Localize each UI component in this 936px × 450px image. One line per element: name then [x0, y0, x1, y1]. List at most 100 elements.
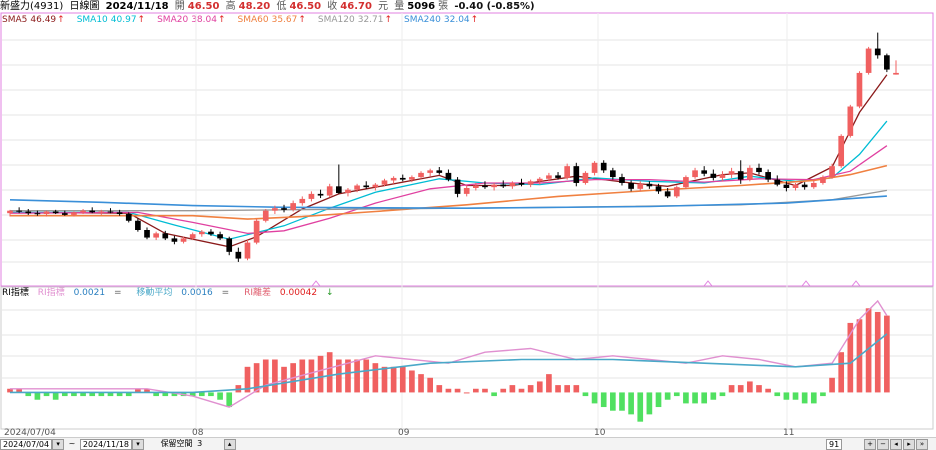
ri-histogram-bar: [710, 392, 717, 400]
zoom-out-icon[interactable]: −: [877, 439, 889, 450]
ri-histogram-bar: [244, 366, 251, 393]
candle-body: [107, 211, 114, 213]
candle-body: [801, 184, 808, 188]
ri-histogram-bar: [683, 392, 689, 404]
candle-body: [573, 166, 580, 183]
range-to-field[interactable]: 2024/11/18: [79, 439, 133, 450]
candle-body: [326, 186, 333, 196]
candle-body: [582, 172, 589, 183]
ri-histogram-bar: [500, 388, 507, 393]
ri-histogram-bar: [820, 392, 826, 397]
ri-histogram-bar: [372, 363, 379, 393]
ri-histogram-bar: [600, 392, 607, 408]
candle-body: [673, 187, 680, 197]
candle-body: [747, 167, 753, 180]
volume-label: 量: [394, 1, 405, 12]
candle-body: [865, 48, 872, 73]
sma5-line: [9, 74, 888, 248]
chart-canvas[interactable]: 2024/07/04 08 09 10 11: [0, 0, 936, 437]
candle-body: [655, 186, 662, 192]
ri-histogram-bar: [116, 392, 123, 397]
legend-sma10: SMA10 40.97↑: [76, 15, 146, 25]
low-label: 低: [276, 1, 287, 12]
candle-body: [418, 172, 424, 178]
candle-body: [308, 193, 315, 199]
ri-histogram-bar: [491, 392, 497, 397]
stock-name: 新盛力(4931): [0, 1, 64, 12]
candle-body: [445, 172, 452, 180]
ri-histogram-bar: [89, 392, 96, 397]
spin-icon[interactable]: ▴: [223, 439, 236, 450]
candle-body: [171, 238, 178, 242]
ri-histogram-bar: [591, 392, 598, 404]
scroll-right-icon[interactable]: ▸: [903, 439, 915, 450]
ri-histogram-bar: [847, 322, 854, 393]
candle-body: [838, 135, 845, 167]
legend-sma5: SMA5 46.49↑: [2, 15, 65, 25]
zoom-in-icon[interactable]: +: [864, 439, 876, 450]
ri-histogram-bar: [865, 308, 872, 393]
candle-body: [701, 170, 708, 174]
candle-body: [884, 55, 890, 70]
ri-histogram-bar: [7, 388, 13, 393]
ri-histogram-bar: [701, 392, 708, 404]
scroll-end-icon[interactable]: »: [916, 439, 928, 450]
bar-count: 91: [826, 439, 843, 450]
candle-body: [536, 178, 543, 182]
ri-histogram-bar: [317, 355, 324, 393]
candle-body: [52, 211, 59, 214]
ri-histogram-bar: [125, 392, 132, 397]
candle-body: [737, 171, 744, 180]
candle-body: [262, 210, 269, 221]
candle-body: [253, 220, 260, 243]
date-picker-icon[interactable]: ▾: [132, 439, 145, 450]
ri-histogram-bar: [874, 311, 881, 393]
candle-body: [664, 191, 671, 197]
ri-histogram-bar: [518, 388, 525, 393]
candle-body: [454, 179, 461, 194]
high-value: 48.20: [238, 1, 271, 12]
ri-histogram-bar: [80, 392, 86, 397]
ri-histogram-bar: [509, 385, 516, 393]
ri-histogram-bar: [217, 392, 223, 400]
candle-body: [847, 106, 854, 136]
ri-histogram-bar: [34, 392, 41, 400]
ri-histogram-bar: [619, 392, 625, 411]
ri-histogram-bar: [473, 388, 479, 393]
quote-date: 2024/11/18: [105, 1, 169, 12]
range-from-field[interactable]: 2024/07/04: [0, 439, 53, 450]
x-tick-label: 09: [398, 428, 410, 437]
legend-sma120: SMA120 32.71↑: [317, 15, 393, 25]
ri-histogram-bar: [829, 377, 835, 393]
candle-body: [619, 177, 625, 183]
ri-histogram-bar: [153, 392, 159, 397]
low-value: 46.50: [289, 1, 322, 12]
x-tick-label: 08: [192, 428, 204, 437]
candle-body: [98, 211, 105, 213]
ri-line: [10, 299, 888, 408]
candle-body: [719, 174, 726, 178]
date-picker-icon[interactable]: ▾: [52, 439, 65, 450]
ri-histogram-bar: [52, 392, 59, 400]
candle-body: [628, 182, 634, 189]
candle-body: [7, 210, 13, 214]
candle-body: [810, 182, 817, 188]
candle-body: [692, 170, 698, 178]
ri-histogram-bar: [756, 385, 762, 393]
scroll-left-icon[interactable]: ◂: [890, 439, 902, 450]
ri-histogram-bar: [189, 392, 196, 397]
close-label: 收: [327, 1, 338, 12]
high-label: 高: [225, 1, 236, 12]
candle-body: [363, 185, 370, 188]
candle-body: [500, 184, 507, 187]
candle-body: [354, 185, 360, 190]
ri-histogram-bar: [454, 388, 461, 393]
ri-histogram-bar: [536, 381, 543, 393]
x-tick-label: 2024/07/04: [4, 428, 56, 437]
ri-histogram-bar: [162, 392, 169, 397]
ri-histogram-bar: [208, 392, 214, 397]
candle-body: [144, 230, 150, 238]
keep-space-value[interactable]: 3: [197, 439, 203, 448]
ri-histogram-bar: [98, 392, 105, 397]
candle-body: [125, 214, 132, 221]
